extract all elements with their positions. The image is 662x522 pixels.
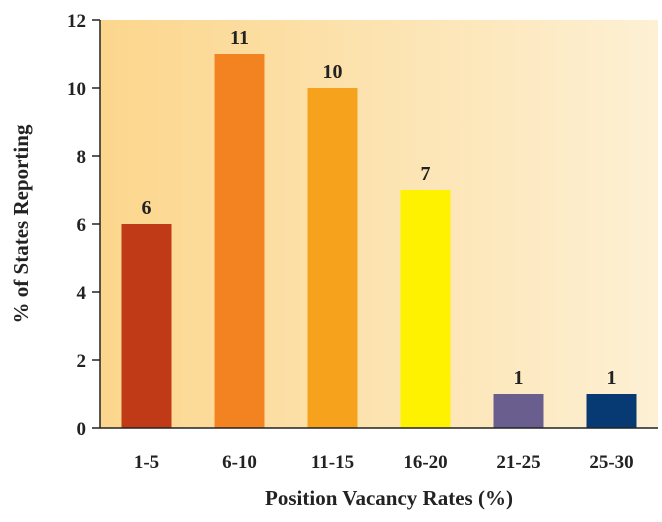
- x-tick-label-6-10: 6-10: [222, 452, 257, 473]
- y-tick-label-10: 10: [67, 79, 86, 100]
- bar-16-20: [400, 190, 451, 428]
- data-label-25-30: 1: [607, 367, 617, 389]
- y-tick-label-8: 8: [77, 147, 87, 168]
- bar-1-5: [121, 224, 172, 428]
- plot-background: [100, 20, 658, 428]
- data-label-1-5: 6: [142, 197, 152, 219]
- y-axis: 0 2 4 6 8 10 12: [67, 11, 101, 440]
- y-tick-label-12: 12: [67, 11, 86, 32]
- y-tick-label-0: 0: [77, 419, 87, 440]
- x-tick-label-1-5: 1-5: [134, 452, 159, 473]
- y-tick-label-2: 2: [77, 351, 87, 372]
- x-tick-label-21-25: 21-25: [496, 452, 540, 473]
- y-axis-title: % of States Reporting: [9, 124, 33, 323]
- x-tick-label-25-30: 25-30: [589, 452, 633, 473]
- bar-6-10: [214, 54, 265, 428]
- x-tick-label-16-20: 16-20: [403, 452, 447, 473]
- data-label-11-15: 10: [323, 61, 343, 83]
- y-tick-label-6: 6: [77, 215, 87, 236]
- data-label-21-25: 1: [514, 367, 524, 389]
- bar-11-15: [307, 88, 358, 428]
- bars-group: [121, 54, 637, 428]
- bar-21-25: [493, 394, 544, 428]
- y-tick-label-4: 4: [77, 283, 87, 304]
- x-tick-label-11-15: 11-15: [311, 452, 354, 473]
- data-label-6-10: 11: [230, 27, 249, 49]
- x-axis-title: Position Vacancy Rates (%): [265, 486, 513, 510]
- x-axis: 1-5 6-10 11-15 16-20 21-25 25-30: [100, 427, 658, 473]
- bar-25-30: [586, 394, 637, 428]
- data-label-16-20: 7: [421, 163, 431, 185]
